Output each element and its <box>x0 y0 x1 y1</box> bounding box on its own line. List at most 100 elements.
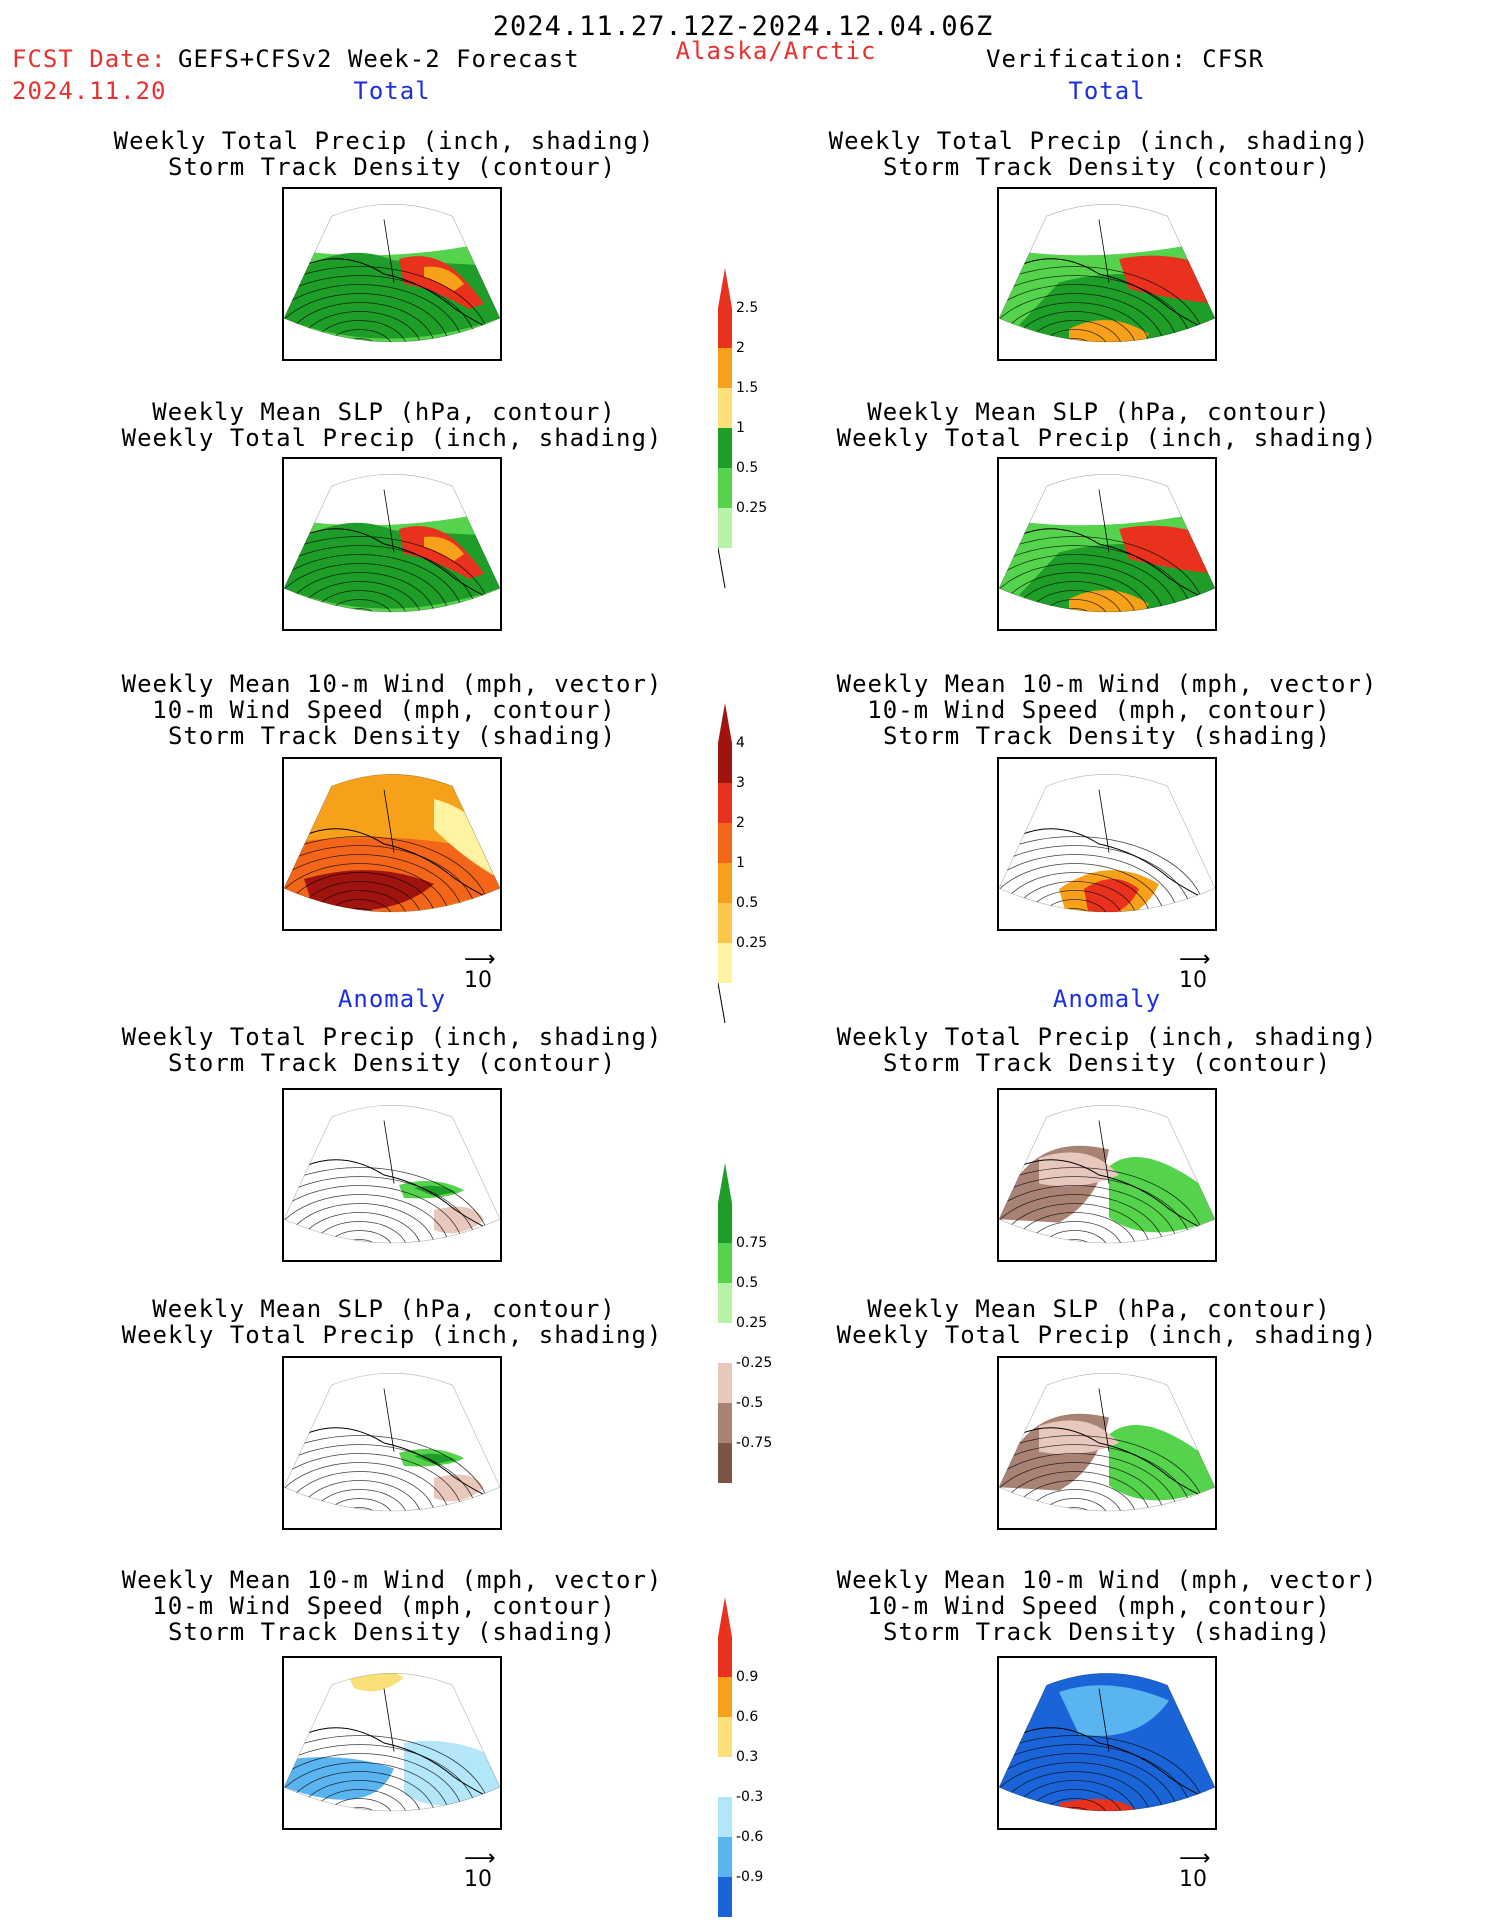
colorbar-segment <box>718 1837 732 1877</box>
colorbar-tick-label: 2 <box>736 340 745 356</box>
right-total-header: Total <box>1068 77 1146 105</box>
left-total-header: Total <box>353 77 431 105</box>
map-total-wind-track-verif <box>997 757 1217 931</box>
colorbar-tick-label: 4 <box>736 735 745 751</box>
colorbar-tick-label: -0.3 <box>736 1789 764 1805</box>
map-anom-precip-track-fcst <box>282 1088 502 1262</box>
title-r4-b: Storm Track Density (contour) <box>882 1049 1332 1077</box>
vector-ref-arrow-3: ⟶ 10 <box>464 1846 496 1893</box>
title-l3-b: 10-m Wind Speed (mph, contour) <box>152 696 616 724</box>
title-r2-a: Weekly Mean SLP (hPa, contour) <box>867 398 1331 426</box>
colorbar-segment <box>718 1797 732 1837</box>
vector-ref-arrow-1: ⟶ 10 <box>464 947 496 994</box>
colorbar-tick-label: 0.25 <box>736 1315 768 1331</box>
forecast-period: 2024.11.27.12Z-2024.12.04.06Z <box>492 11 994 42</box>
fcst-date-label: FCST Date: <box>12 45 167 73</box>
map-anom-slp-precip-fcst <box>282 1356 502 1530</box>
title-r4-a: Weekly Total Precip (inch, shading) <box>836 1023 1378 1051</box>
colorbar-tick-label: 1.5 <box>736 380 759 396</box>
title-r1-b: Storm Track Density (contour) <box>882 153 1332 181</box>
title-l6-b: 10-m Wind Speed (mph, contour) <box>152 1592 616 1620</box>
title-l5-b: Weekly Total Precip (inch, shading) <box>121 1321 663 1349</box>
title-l6-c: Storm Track Density (shading) <box>167 1618 617 1646</box>
left-anomaly-header: Anomaly <box>337 985 447 1013</box>
map-anom-slp-precip-verif <box>997 1356 1217 1530</box>
colorbar-tick-label: 0.5 <box>736 1275 759 1291</box>
vector-ref-arrow-2: ⟶ 10 <box>1179 947 1211 994</box>
colorbar-segment <box>718 743 732 783</box>
colorbar-tick-label: 3 <box>736 775 745 791</box>
colorbar-cap <box>718 703 732 743</box>
colorbar-cap <box>718 268 732 308</box>
map-anom-wind-track-verif <box>997 1656 1217 1830</box>
colorbar-tick-label: -0.25 <box>736 1355 773 1371</box>
map-total-precip-track-verif <box>997 187 1217 361</box>
title-l4-a: Weekly Total Precip (inch, shading) <box>121 1023 663 1051</box>
fcst-date: 2024.11.20 <box>12 77 167 105</box>
title-r5-a: Weekly Mean SLP (hPa, contour) <box>867 1295 1331 1323</box>
title-l1-b: Storm Track Density (contour) <box>167 153 617 181</box>
vector-ref-arrow-4: ⟶ 10 <box>1179 1846 1211 1893</box>
colorbar-segment <box>718 1443 732 1483</box>
colorbar-segment <box>718 943 732 983</box>
title-r1-a: Weekly Total Precip (inch, shading) <box>828 127 1370 155</box>
title-r6-c: Storm Track Density (shading) <box>882 1618 1332 1646</box>
colorbar-tick-label: 0.5 <box>736 895 759 911</box>
colorbar-segment <box>718 428 732 468</box>
map-anom-precip-track-verif <box>997 1088 1217 1262</box>
title-r6-b: 10-m Wind Speed (mph, contour) <box>867 1592 1331 1620</box>
colorbar-segment <box>718 388 732 428</box>
title-r3-a: Weekly Mean 10-m Wind (mph, vector) <box>836 670 1378 698</box>
colorbar-segment <box>718 1243 732 1283</box>
colorbar-tick-label: -0.5 <box>736 1395 764 1411</box>
colorbar-tick-label: 0.3 <box>736 1749 759 1765</box>
colorbar-segment <box>718 1363 732 1403</box>
title-r2-b: Weekly Total Precip (inch, shading) <box>836 424 1378 452</box>
fcst-model: GEFS+CFSv2 Week-2 Forecast <box>178 45 580 73</box>
colorbar-tick-label: 0.25 <box>736 500 768 516</box>
colorbar-tick-label: 0.5 <box>736 460 759 476</box>
colorbar-tick-label: -0.9 <box>736 1869 764 1885</box>
colorbar-tick-label: 0.9 <box>736 1669 759 1685</box>
title-l4-b: Storm Track Density (contour) <box>167 1049 617 1077</box>
colorbar-tick-label: 2.5 <box>736 300 759 316</box>
colorbar-segment <box>718 348 732 388</box>
map-total-precip-track-fcst <box>282 187 502 361</box>
title-r5-b: Weekly Total Precip (inch, shading) <box>836 1321 1378 1349</box>
colorbar-segment <box>718 308 732 348</box>
colorbar-segment <box>718 1403 732 1443</box>
colorbar-segment <box>718 1677 732 1717</box>
colorbar-segment <box>718 1323 732 1363</box>
title-l2-a: Weekly Mean SLP (hPa, contour) <box>152 398 616 426</box>
colorbar-tick-label: 0.6 <box>736 1709 759 1725</box>
colorbar-tick-label: 2 <box>736 815 745 831</box>
colorbar-tick-label: -0.6 <box>736 1829 764 1845</box>
map-total-slp-precip-fcst <box>282 457 502 631</box>
colorbar-segment <box>718 783 732 823</box>
map-total-wind-track-fcst <box>282 757 502 931</box>
title-l6-a: Weekly Mean 10-m Wind (mph, vector) <box>121 1566 663 1594</box>
title-r3-b: 10-m Wind Speed (mph, contour) <box>867 696 1331 724</box>
map-anom-wind-track-fcst <box>282 1656 502 1830</box>
title-l5-a: Weekly Mean SLP (hPa, contour) <box>152 1295 616 1323</box>
colorbar-segment <box>718 903 732 943</box>
colorbar-tick-label: 0.75 <box>736 1235 768 1251</box>
colorbar-segment <box>718 1283 732 1323</box>
colorbar-cap <box>718 1597 732 1637</box>
colorbar-segment <box>718 1637 732 1677</box>
colorbar-tick-label: 0.25 <box>736 935 768 951</box>
colorbar-segment <box>718 1877 732 1917</box>
colorbar-cap <box>718 1163 732 1203</box>
colorbar-tick-label: -0.75 <box>736 1435 773 1451</box>
colorbar-segment <box>718 1717 732 1757</box>
colorbar-segment <box>718 823 732 863</box>
colorbar-tick-label: 1 <box>736 855 745 871</box>
right-anomaly-header: Anomaly <box>1052 985 1162 1013</box>
title-l2-b: Weekly Total Precip (inch, shading) <box>121 424 663 452</box>
title-l1-a: Weekly Total Precip (inch, shading) <box>113 127 655 155</box>
title-r3-c: Storm Track Density (shading) <box>882 722 1332 750</box>
colorbar-segment <box>718 1757 732 1797</box>
title-l3-c: Storm Track Density (shading) <box>167 722 617 750</box>
map-total-slp-precip-verif <box>997 457 1217 631</box>
colorbar-tick-label: 1 <box>736 420 745 436</box>
